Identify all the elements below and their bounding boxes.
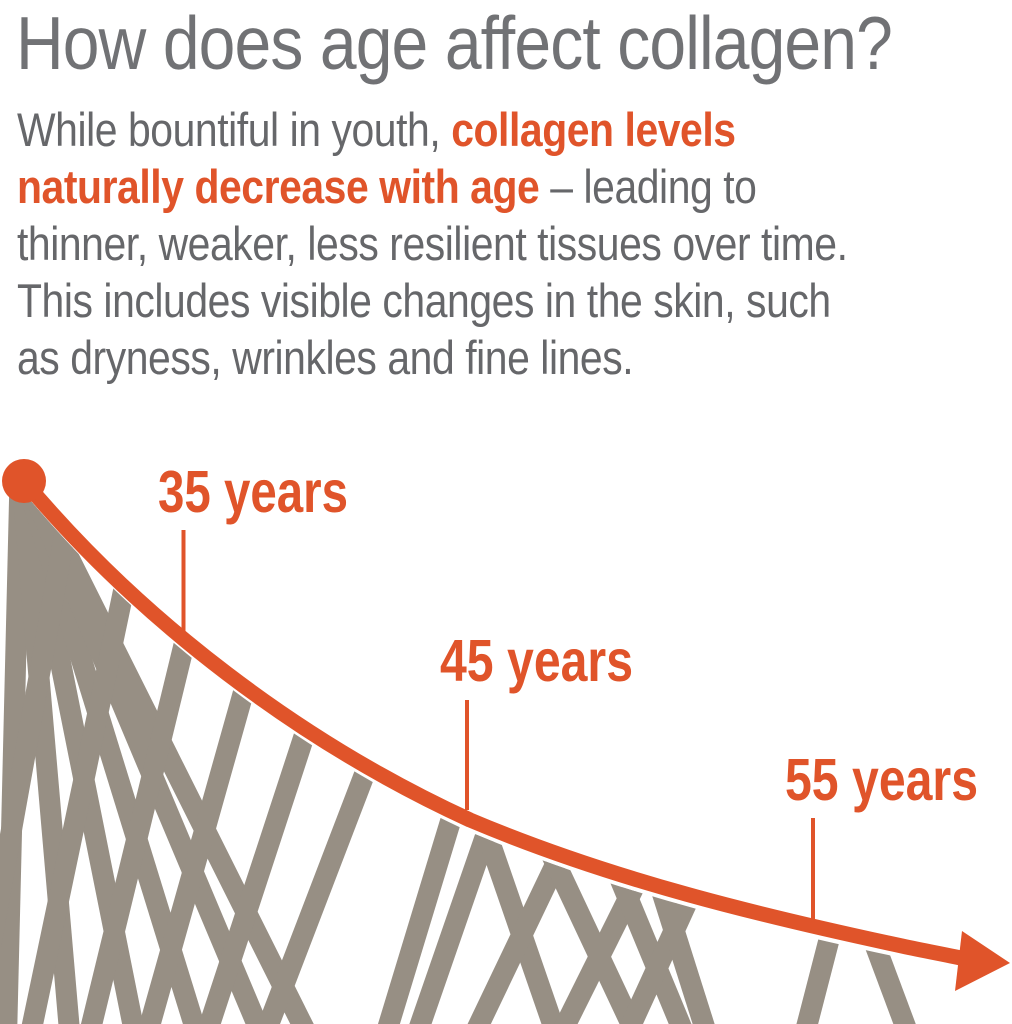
curve-arrowhead-icon (955, 931, 1010, 991)
body-text: thinner, weaker, less resilient tissues … (17, 217, 848, 270)
intro-line: naturally decrease with age – leading to (17, 158, 847, 215)
fiber (367, 786, 471, 1024)
age-label-35: 35 years (158, 459, 348, 525)
intro-line: While bountiful in youth, collagen level… (17, 101, 847, 158)
fiber (188, 708, 322, 1024)
intro-line: as dryness, wrinkles and fine lines. (17, 329, 847, 386)
fiber (14, 557, 141, 1024)
fiber (605, 880, 705, 1024)
fiber (20, 493, 330, 1024)
fiber-cluster-medium (367, 786, 726, 1024)
body-text: While bountiful in youth, (17, 103, 452, 156)
fiber (0, 503, 81, 1024)
page-title: How does age affect collagen? (16, 1, 893, 85)
age-label-55: 55 years (785, 747, 978, 813)
curve-start-dot (2, 459, 46, 503)
fiber (129, 659, 263, 1024)
emphasis-text: collagen levels (451, 103, 736, 156)
body-text: – leading to (539, 160, 757, 213)
intro-line: thinner, weaker, less resilient tissues … (17, 215, 848, 272)
body-text: This includes visible changes in the ski… (17, 274, 831, 327)
age-label-45: 45 years (440, 628, 633, 694)
fiber-cluster-dense (0, 493, 380, 1024)
fiber (72, 609, 203, 1024)
emphasis-text: naturally decrease with age (17, 160, 540, 213)
body-text: as dryness, wrinkles and fine lines. (17, 331, 634, 384)
fiber (644, 866, 726, 1024)
fiber (11, 493, 83, 1024)
fiber (852, 906, 928, 1024)
intro-line: This includes visible changes in the ski… (17, 272, 847, 329)
intro-paragraph: While bountiful in youth, collagen level… (17, 101, 972, 386)
decline-curve (18, 476, 972, 968)
fiber (245, 756, 380, 1024)
